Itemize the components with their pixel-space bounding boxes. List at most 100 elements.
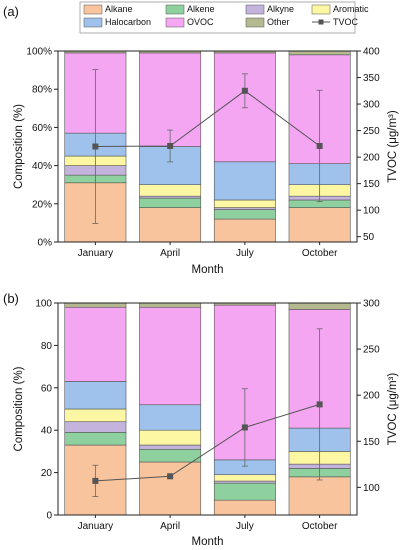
bar-segment-halocarbon	[213, 161, 276, 201]
bar-segment-aromatic	[139, 184, 202, 197]
bar-segment-ovoc	[64, 306, 127, 382]
y-tick-label: 80	[41, 341, 53, 352]
y-tick-label: 0%	[38, 238, 53, 249]
tvoc-line	[92, 69, 323, 224]
plot-frame	[57, 50, 358, 243]
x-axis-title: Month	[192, 264, 224, 276]
y-tick-label: 20	[41, 468, 53, 479]
y2-tick-label: 100	[363, 483, 380, 494]
y2-tick-label: 100	[363, 206, 380, 217]
bar-segment-other	[64, 302, 127, 308]
bar-stacks	[64, 302, 351, 516]
y-tick-label: 40	[41, 426, 53, 437]
bar-stacks	[64, 50, 351, 243]
y2-tick-label: 150	[363, 179, 380, 190]
bar-segment-alkane	[213, 218, 276, 243]
tvoc-point	[316, 401, 323, 408]
bar-segment-halocarbon	[139, 404, 202, 431]
legend-swatch-alkene	[165, 4, 185, 15]
bar-segment-ovoc	[139, 306, 202, 406]
x-tick-label: October	[302, 248, 338, 259]
bar-segment-other	[288, 302, 351, 310]
y2-tick-label: 200	[363, 391, 380, 402]
legend-swatch-halocarbon	[83, 17, 103, 28]
bar-segment-alkane	[288, 476, 351, 516]
bar-segment-alkene	[139, 197, 202, 208]
plot-frame	[57, 302, 358, 516]
legend-swatch-alkyne	[245, 4, 265, 15]
bar-segment-alkane	[288, 207, 351, 243]
y2-tick-label: 300	[363, 299, 380, 310]
x-tick-label: April	[160, 521, 180, 532]
legend-label-tvoc: TVOC	[333, 17, 359, 27]
tvoc-point	[92, 143, 99, 150]
legend-swatch-other	[245, 17, 265, 28]
bar-segment-other	[139, 302, 202, 308]
legend-label-alkane: Alkane	[105, 4, 133, 14]
legend-label-alkene: Alkene	[187, 4, 215, 14]
y2-tick-label: 250	[363, 126, 380, 137]
bar-segment-aromatic	[213, 199, 276, 208]
tvoc-series-line	[95, 403, 320, 482]
bar-segment-alkane	[139, 207, 202, 243]
x-tick-label: January	[78, 521, 114, 532]
y2-tick-label: 400	[363, 47, 380, 58]
y-axis-title: Composition (%)	[13, 104, 25, 189]
x-axis-title: Month	[192, 536, 224, 548]
panel-a: (a) Alkane Alkene Alkyne Aromatic Halocarbon…	[3, 1, 399, 276]
legend-swatch-ovoc	[165, 17, 185, 28]
legend-swatch-aromatic	[311, 4, 331, 15]
tvoc-point	[241, 87, 248, 94]
bar-segment-alkane	[213, 499, 276, 516]
x-tick-label: April	[160, 248, 180, 259]
axes: 0 20 40 60 80 100 100 150 200 250 300 January April J…	[35, 299, 380, 533]
legend-label-ovoc: OVOC	[187, 17, 214, 27]
axes: 0% 20% 40% 60% 80% 100% 50 100 150 200 250 300 350 40…	[26, 47, 380, 260]
bar-segment-halocarbon	[64, 381, 127, 410]
legend: Alkane Alkene Alkyne Aromatic Halocarbon OVOC…	[79, 1, 369, 34]
y-tick-label: 60%	[32, 123, 52, 134]
x-tick-label: January	[78, 248, 114, 259]
y-tick-label: 20%	[32, 199, 52, 210]
y-tick-label: 60	[41, 383, 53, 394]
bar-segment-alkyne	[213, 480, 276, 484]
tvoc-line	[92, 328, 323, 497]
bar-segment-aromatic	[139, 429, 202, 446]
bar-segment-alkene	[213, 482, 276, 501]
panel-b: (b) 0 20 40 60 80 100 100 150 200 250 300 January Ap…	[3, 291, 399, 548]
bar-segment-other	[288, 50, 351, 56]
tvoc-point	[92, 477, 99, 484]
y2-tick-label: 50	[363, 232, 375, 243]
tvoc-point	[241, 424, 248, 431]
y2-tick-label: 300	[363, 100, 380, 111]
tvoc-point	[167, 473, 174, 480]
bar-segment-alkene	[64, 432, 127, 446]
y2-tick-label: 250	[363, 345, 380, 356]
bar-segment-alkene	[213, 209, 276, 220]
tvoc-point	[167, 142, 174, 149]
bar-segment-alkene	[139, 448, 202, 463]
legend-label-aromatic: Aromatic	[333, 4, 369, 14]
x-tick-label: July	[236, 248, 254, 259]
tvoc-series-line	[95, 90, 320, 147]
bar-segment-alkyne	[64, 421, 127, 433]
legend-label-alkyne: Alkyne	[267, 4, 294, 14]
y2-tick-label: 150	[363, 437, 380, 448]
bar-segment-halocarbon	[139, 146, 202, 186]
legend-label-other: Other	[267, 17, 290, 27]
x-tick-label: July	[236, 521, 254, 532]
y2-axis-title: TVOC (μg/m³)	[387, 373, 399, 446]
bar-segment-aromatic	[64, 408, 127, 423]
bar-segment-alkane	[139, 461, 202, 516]
y-tick-label: 100	[35, 299, 52, 310]
y2-axis-title: TVOC (μg/m³)	[387, 110, 399, 183]
legend-label-halocarbon: Halocarbon	[105, 17, 151, 27]
legend-frame	[79, 1, 356, 34]
tvoc-point	[316, 142, 323, 149]
y-tick-label: 0	[46, 511, 52, 522]
bar-segment-alkyne	[139, 444, 202, 450]
panel-label: (a)	[3, 4, 19, 19]
y2-tick-label: 200	[363, 153, 380, 164]
x-tick-label: October	[302, 521, 338, 532]
